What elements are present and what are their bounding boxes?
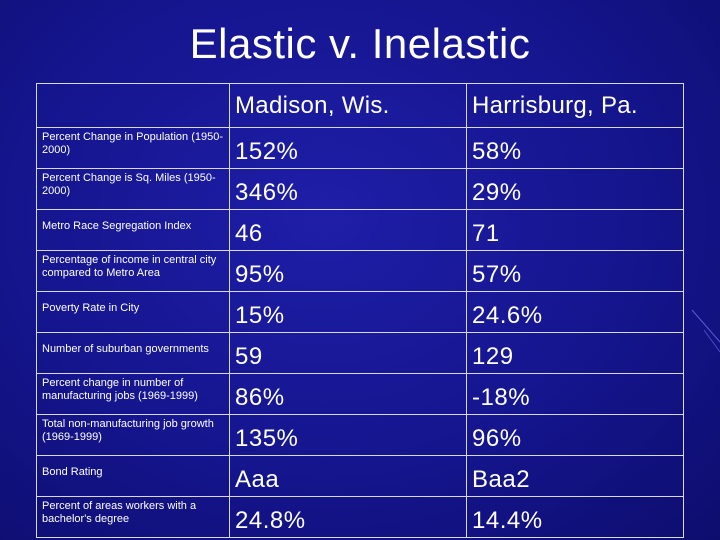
row-label: Poverty Rate in City <box>36 291 230 333</box>
harrisburg-value: 29% <box>466 168 684 210</box>
row-label: Percent change in number of manufacturin… <box>36 373 230 415</box>
harrisburg-value: 14.4% <box>466 496 684 538</box>
madison-value: 346% <box>229 168 467 210</box>
row-label: Percentage of income in central city com… <box>36 250 230 292</box>
madison-value: 24.8% <box>229 496 467 538</box>
madison-value: Aaa <box>229 455 467 497</box>
row-label: Percent Change in Population (1950-2000) <box>36 127 230 169</box>
harrisburg-value: -18% <box>466 373 684 415</box>
madison-value: 86% <box>229 373 467 415</box>
row-label: Total non-manufacturing job growth (1969… <box>36 414 230 456</box>
harrisburg-value: 96% <box>466 414 684 456</box>
table-header-row: Madison, Wis. Harrisburg, Pa. <box>36 83 684 128</box>
madison-value: 59 <box>229 332 467 374</box>
slide-title: Elastic v. Inelastic <box>189 20 531 67</box>
madison-value: 152% <box>229 127 467 169</box>
table-row: Percent Change in Population (1950-2000)… <box>36 127 684 169</box>
row-label: Percent of areas workers with a bachelor… <box>36 496 230 538</box>
harrisburg-value: Baa2 <box>466 455 684 497</box>
table-row: Percent Change is Sq. Miles (1950-2000) … <box>36 168 684 210</box>
table-row: Percent change in number of manufacturin… <box>36 373 684 415</box>
table-row: Number of suburban governments 59 129 <box>36 332 684 374</box>
harrisburg-value: 24.6% <box>466 291 684 333</box>
header-madison: Madison, Wis. <box>229 83 467 128</box>
madison-value: 46 <box>229 209 467 251</box>
table-row: Metro Race Segregation Index 46 71 <box>36 209 684 251</box>
comparison-table: Madison, Wis. Harrisburg, Pa. Percent Ch… <box>36 83 684 538</box>
harrisburg-value: 71 <box>466 209 684 251</box>
table-row: Total non-manufacturing job growth (1969… <box>36 414 684 456</box>
header-corner-cell <box>36 83 230 128</box>
harrisburg-value: 58% <box>466 127 684 169</box>
madison-value: 135% <box>229 414 467 456</box>
table-row: Percentage of income in central city com… <box>36 250 684 292</box>
decorative-slash-lines <box>691 309 720 353</box>
table-row: Bond Rating Aaa Baa2 <box>36 455 684 497</box>
row-label: Metro Race Segregation Index <box>36 209 230 251</box>
harrisburg-value: 129 <box>466 332 684 374</box>
madison-value: 95% <box>229 250 467 292</box>
table-row: Poverty Rate in City 15% 24.6% <box>36 291 684 333</box>
row-label: Number of suburban governments <box>36 332 230 374</box>
header-harrisburg: Harrisburg, Pa. <box>466 83 684 128</box>
harrisburg-value: 57% <box>466 250 684 292</box>
table-row: Percent of areas workers with a bachelor… <box>36 496 684 538</box>
row-label: Percent Change is Sq. Miles (1950-2000) <box>36 168 230 210</box>
row-label: Bond Rating <box>36 455 230 497</box>
madison-value: 15% <box>229 291 467 333</box>
